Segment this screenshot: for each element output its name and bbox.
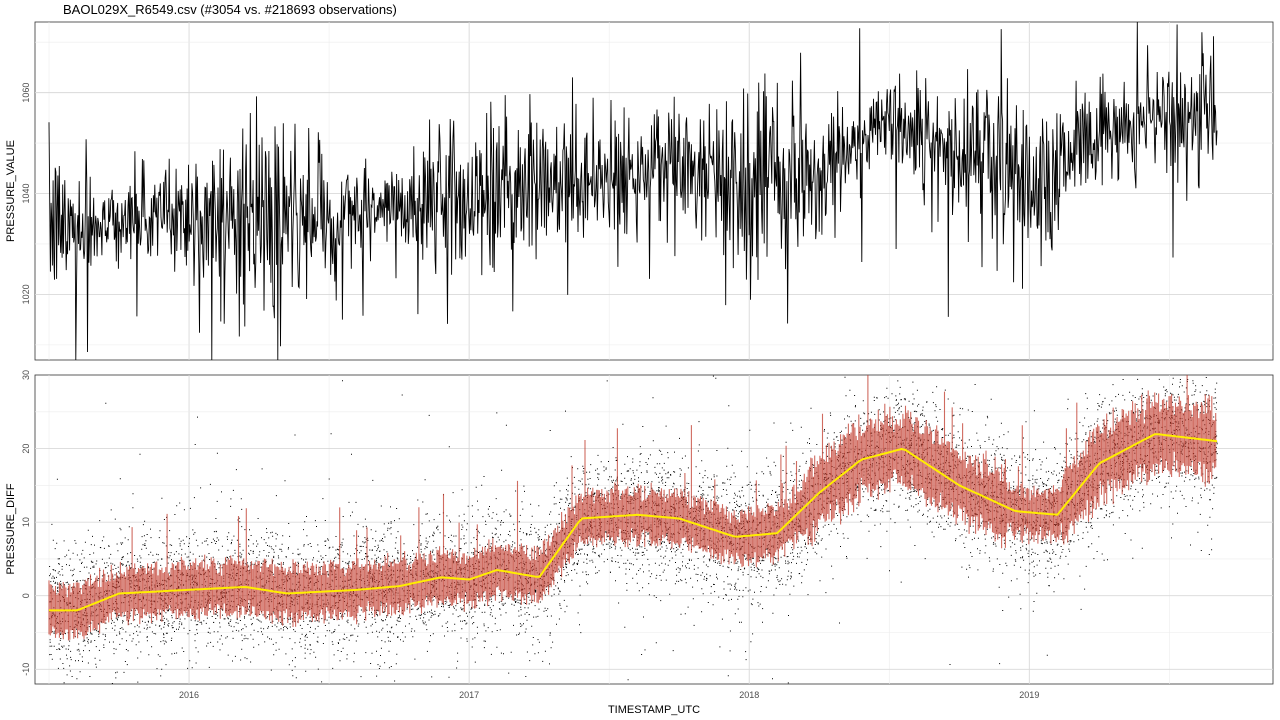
y-tick-label: 1060 — [21, 83, 31, 103]
bottom-panel: -10 0 10 20 30 2016 2017 2018 2019 PRESSURE_DIF… — [5, 370, 1274, 716]
smooth-series — [49, 433, 1218, 612]
pressure-value-series — [48, 21, 1218, 361]
y-tick-label: 0 — [21, 593, 31, 598]
pressure-diff-smooth-line — [49, 433, 1218, 612]
pressure-value-line — [48, 21, 1218, 361]
chart-title: BAOL029X_R6549.csv (#3054 vs. #218693 ob… — [63, 2, 397, 17]
y-tick-label: 30 — [21, 370, 31, 380]
y-tick-label: -10 — [21, 663, 31, 676]
x-tick-label: 2018 — [739, 690, 759, 700]
y-tick-label: 1040 — [21, 184, 31, 204]
bottom-y-ticks: -10 0 10 20 30 — [21, 370, 31, 676]
y-tick-label: 20 — [21, 444, 31, 454]
top-y-ticks: 1020 1040 1060 — [21, 83, 31, 305]
top-grid — [35, 22, 1273, 360]
bottom-y-axis-label: PRESSURE_DIFF — [5, 483, 17, 574]
top-plot-border — [34, 21, 1274, 361]
x-tick-label: 2017 — [459, 690, 479, 700]
y-tick-label: 1020 — [21, 284, 31, 304]
y-tick-label: 10 — [21, 517, 31, 527]
bottom-x-axis-label: TIMESTAMP_UTC — [608, 704, 700, 716]
top-panel: 1020 1040 1060 PRESSURE_VALUE — [5, 21, 1274, 361]
bottom-x-ticks: 2016 2017 2018 2019 — [179, 690, 1039, 700]
top-y-axis-label: PRESSURE_VALUE — [5, 140, 17, 242]
x-tick-label: 2019 — [1019, 690, 1039, 700]
x-tick-label: 2016 — [179, 690, 199, 700]
